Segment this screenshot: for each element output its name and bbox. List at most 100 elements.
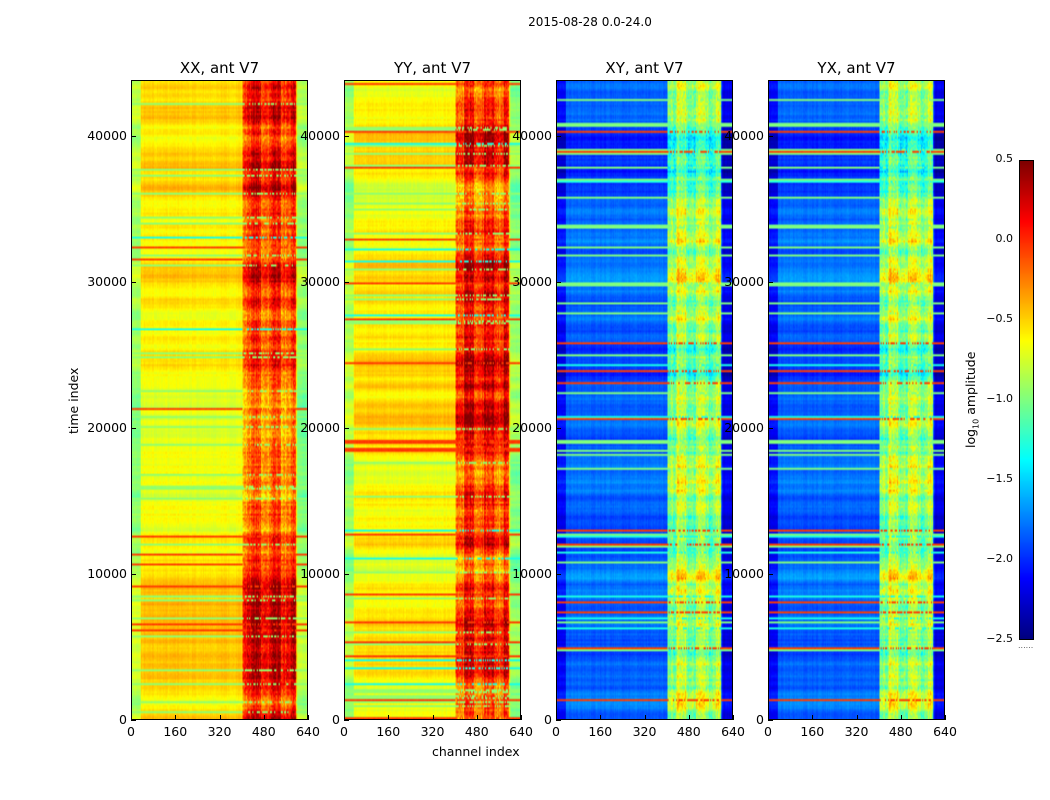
y-tick-mark xyxy=(131,574,136,576)
y-tick-label: 40000 xyxy=(300,128,340,144)
x-tick-mark xyxy=(175,715,177,720)
y-tick-label: 0 xyxy=(756,712,764,727)
y-tick-label: 10000 xyxy=(87,566,127,582)
x-tick-mark xyxy=(812,715,814,720)
y-tick-mark xyxy=(768,136,773,138)
x-tick-mark xyxy=(600,715,602,720)
x-tick-mark xyxy=(344,715,345,720)
x-tick-mark xyxy=(556,715,557,720)
x-tick-mark xyxy=(388,715,390,720)
x-tick-mark xyxy=(688,715,690,720)
x-tick-label: 640 xyxy=(509,724,533,739)
panel-title: YX, ant V7 xyxy=(817,59,896,77)
y-tick-label: 10000 xyxy=(512,566,552,582)
y-tick-mark xyxy=(556,136,561,138)
figure-title: 2015-08-28 0.0-24.0 xyxy=(528,15,652,29)
y-tick-label: 20000 xyxy=(724,420,764,436)
x-tick-mark xyxy=(768,715,769,720)
x-axis-label: channel index xyxy=(432,744,520,759)
x-tick-label: 320 xyxy=(632,724,657,739)
y-tick-label: 40000 xyxy=(87,128,127,144)
x-tick-mark xyxy=(900,715,902,720)
x-tick-label: 640 xyxy=(296,724,320,739)
y-tick-label: 30000 xyxy=(87,274,127,290)
y-tick-label: 0 xyxy=(119,712,127,727)
heatmap-panel-2 xyxy=(344,80,521,720)
x-tick-label: 480 xyxy=(251,724,276,739)
y-tick-label: 20000 xyxy=(300,420,340,436)
heatmap-panel-4 xyxy=(768,80,945,720)
x-tick-label: 160 xyxy=(800,724,825,739)
x-tick-label: 480 xyxy=(464,724,489,739)
panel-title: YY, ant V7 xyxy=(393,59,471,77)
y-tick-mark xyxy=(768,574,773,576)
x-tick-label: 0 xyxy=(764,724,772,739)
x-tick-label: 160 xyxy=(588,724,613,739)
heatmap-panel-3 xyxy=(556,80,733,720)
y-tick-label: 0 xyxy=(544,712,552,727)
x-tick-label: 160 xyxy=(163,724,188,739)
colorbar-tick-label: −1.0 xyxy=(986,392,1013,405)
x-tick-mark xyxy=(733,715,734,720)
colorbar-under-marker: ...... xyxy=(1018,641,1034,650)
y-tick-mark xyxy=(556,282,561,284)
x-tick-label: 320 xyxy=(420,724,445,739)
x-tick-label: 640 xyxy=(933,724,957,739)
y-tick-mark xyxy=(131,428,136,430)
heatmap-image xyxy=(345,81,520,719)
x-tick-mark xyxy=(308,715,309,720)
x-tick-label: 320 xyxy=(844,724,869,739)
y-tick-mark xyxy=(344,720,349,721)
y-tick-mark xyxy=(131,720,136,721)
x-tick-mark xyxy=(432,715,434,720)
heatmap-image xyxy=(769,81,944,719)
x-tick-label: 480 xyxy=(888,724,913,739)
y-tick-label: 40000 xyxy=(512,128,552,144)
colorbar xyxy=(1019,160,1034,640)
y-tick-mark xyxy=(768,720,773,721)
colorbar-tick-label: −0.5 xyxy=(986,312,1013,325)
y-tick-mark xyxy=(131,282,136,284)
x-tick-mark xyxy=(644,715,646,720)
y-tick-mark xyxy=(556,574,561,576)
y-tick-mark xyxy=(768,428,773,430)
y-tick-label: 20000 xyxy=(512,420,552,436)
y-tick-label: 10000 xyxy=(724,566,764,582)
y-tick-mark xyxy=(344,428,349,430)
colorbar-tick-label: 0.5 xyxy=(995,152,1014,165)
y-tick-mark xyxy=(768,282,773,284)
panel-title: XX, ant V7 xyxy=(179,59,260,77)
x-tick-mark xyxy=(131,715,132,720)
y-tick-label: 30000 xyxy=(300,274,340,290)
heatmap-image xyxy=(132,81,307,719)
colorbar-tick-label: −2.5 xyxy=(986,632,1013,645)
x-tick-label: 0 xyxy=(552,724,560,739)
y-tick-label: 30000 xyxy=(512,274,552,290)
x-tick-mark xyxy=(856,715,858,720)
x-tick-label: 160 xyxy=(376,724,401,739)
colorbar-tick-label: −2.0 xyxy=(986,552,1013,565)
x-tick-label: 480 xyxy=(676,724,701,739)
x-tick-mark xyxy=(219,715,221,720)
y-tick-label: 0 xyxy=(332,712,340,727)
panel-title: XY, ant V7 xyxy=(605,59,684,77)
y-tick-mark xyxy=(344,136,349,138)
x-tick-label: 0 xyxy=(127,724,135,739)
x-tick-mark xyxy=(263,715,265,720)
y-tick-mark xyxy=(344,282,349,284)
heatmap-panel-1 xyxy=(131,80,308,720)
heatmap-image xyxy=(557,81,732,719)
y-tick-label: 20000 xyxy=(87,420,127,436)
y-tick-mark xyxy=(556,720,561,721)
x-tick-mark xyxy=(476,715,478,720)
x-tick-mark xyxy=(945,715,946,720)
y-tick-mark xyxy=(131,136,136,138)
x-tick-label: 640 xyxy=(721,724,745,739)
x-tick-label: 320 xyxy=(207,724,232,739)
y-tick-label: 30000 xyxy=(724,274,764,290)
y-tick-mark xyxy=(344,574,349,576)
x-tick-label: 0 xyxy=(340,724,348,739)
colorbar-tick-label: 0.0 xyxy=(995,232,1014,245)
y-tick-mark xyxy=(556,428,561,430)
